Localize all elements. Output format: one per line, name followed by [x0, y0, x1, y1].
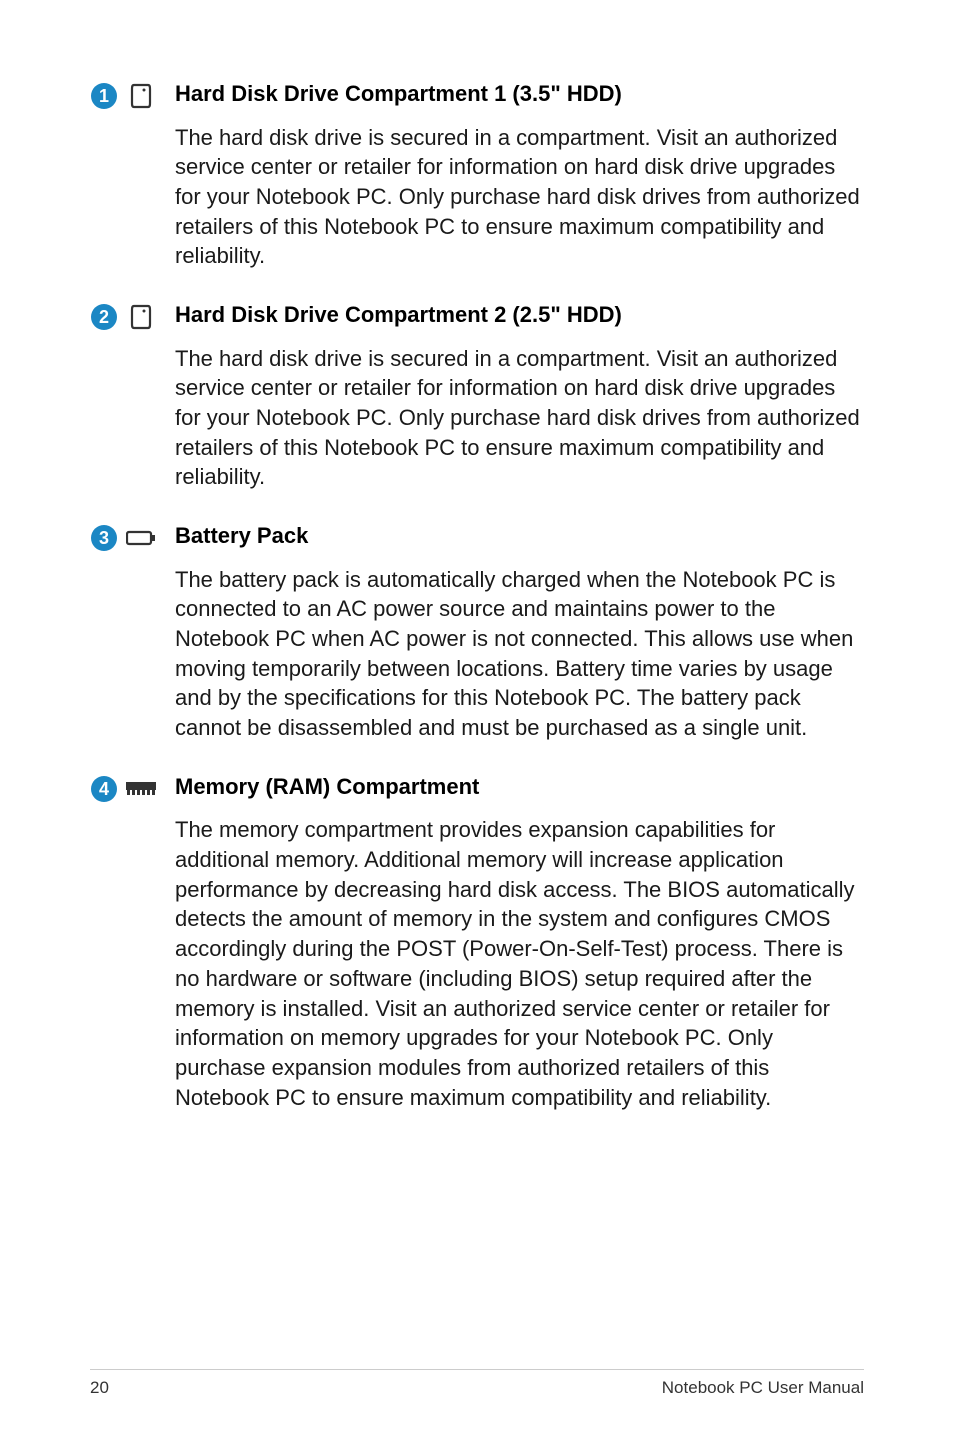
section-hdd1: 1 Hard Disk Drive Compartment 1 (3.5" HD… [90, 80, 864, 271]
hdd-icon [126, 82, 156, 110]
svg-text:1: 1 [99, 86, 109, 106]
svg-text:2: 2 [99, 307, 109, 327]
svg-text:4: 4 [99, 779, 109, 799]
icon-column: 4 [90, 773, 175, 1112]
section-ram: 4 Memory (RAM) Compartment The memory co… [90, 773, 864, 1112]
content-column: Hard Disk Drive Compartment 2 (2.5" HDD)… [175, 301, 864, 492]
section-body: The hard disk drive is secured in a comp… [175, 344, 864, 492]
section-heading: Battery Pack [175, 522, 864, 551]
number-circle-1-icon: 1 [90, 82, 118, 110]
number-circle-4-icon: 4 [90, 775, 118, 803]
section-heading: Memory (RAM) Compartment [175, 773, 864, 802]
section-body: The hard disk drive is secured in a comp… [175, 123, 864, 271]
section-hdd2: 2 Hard Disk Drive Compartment 2 (2.5" HD… [90, 301, 864, 492]
document-content: 1 Hard Disk Drive Compartment 1 (3.5" HD… [90, 80, 864, 1112]
content-column: Memory (RAM) Compartment The memory comp… [175, 773, 864, 1112]
content-column: Hard Disk Drive Compartment 1 (3.5" HDD)… [175, 80, 864, 271]
number-circle-2-icon: 2 [90, 303, 118, 331]
svg-text:3: 3 [99, 528, 109, 548]
section-heading: Hard Disk Drive Compartment 1 (3.5" HDD) [175, 80, 864, 109]
footer-label: Notebook PC User Manual [662, 1378, 864, 1398]
page-number: 20 [90, 1378, 109, 1398]
ram-icon [126, 775, 156, 803]
section-body: The memory compartment provides expansio… [175, 815, 864, 1112]
number-circle-3-icon: 3 [90, 524, 118, 552]
battery-icon [126, 524, 156, 552]
icon-column: 1 [90, 80, 175, 271]
icon-column: 3 [90, 522, 175, 743]
page-footer: 20 Notebook PC User Manual [90, 1369, 864, 1398]
hdd-icon [126, 303, 156, 331]
section-heading: Hard Disk Drive Compartment 2 (2.5" HDD) [175, 301, 864, 330]
content-column: Battery Pack The battery pack is automat… [175, 522, 864, 743]
icon-column: 2 [90, 301, 175, 492]
section-body: The battery pack is automatically charge… [175, 565, 864, 743]
section-battery: 3 Battery Pack The battery pack is autom… [90, 522, 864, 743]
